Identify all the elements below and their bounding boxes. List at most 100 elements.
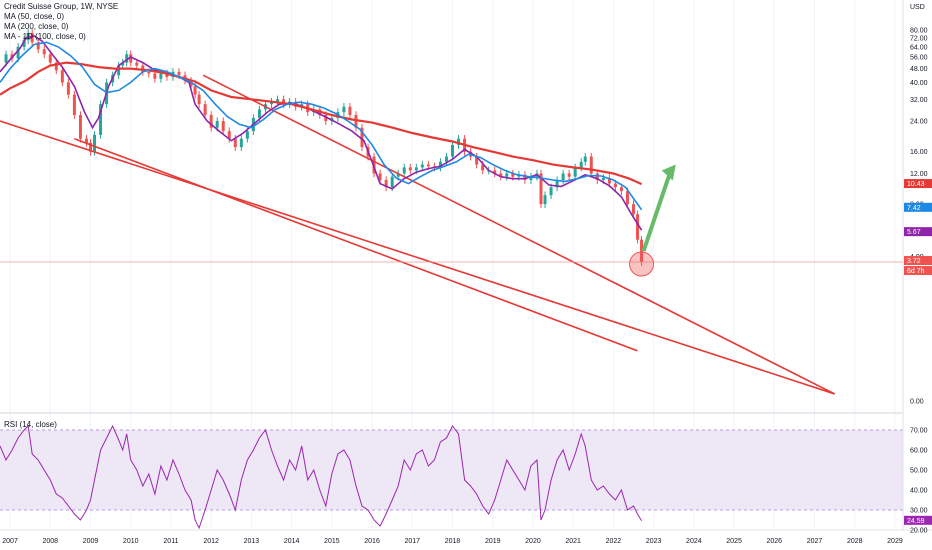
candle-body	[354, 114, 358, 128]
support-trendline	[74, 137, 638, 352]
candle-body	[457, 138, 461, 145]
candle-body	[209, 114, 213, 128]
rsi-tick-label: 40.00	[910, 488, 928, 495]
candle-body	[165, 73, 169, 77]
candle-body	[245, 131, 249, 139]
time-axis[interactable]: 2007 2008 2009 2010 2011 2012 2013 2014 2015 2016…	[2, 538, 903, 545]
candle-body	[227, 131, 231, 139]
time-tick-label: 2022	[606, 538, 622, 545]
price-badge	[904, 179, 932, 189]
candle-body	[282, 99, 286, 105]
candle-body	[475, 156, 479, 165]
time-tick-label: 2007	[2, 538, 18, 545]
candle-body	[159, 73, 163, 79]
candle-body	[89, 142, 93, 152]
candle-body	[451, 144, 455, 157]
candle-body	[384, 180, 388, 188]
candle-body	[396, 173, 400, 177]
candle-body	[54, 62, 58, 71]
price-badge-label: 6d 7h	[907, 268, 925, 275]
candle-body	[193, 86, 197, 95]
candle-body	[539, 173, 543, 205]
price-candles	[4, 29, 644, 266]
price-tick-label: 40.00	[910, 80, 928, 87]
price-badge	[904, 202, 932, 212]
candle-body	[613, 183, 617, 188]
time-tick-label: 2019	[485, 538, 501, 545]
price-badge-label: 7.42	[907, 205, 921, 212]
candle-body	[221, 121, 225, 132]
time-tick-label: 2013	[244, 538, 260, 545]
candle-body	[177, 71, 181, 76]
legend-ma50[interactable]: MA (50, close, 0)	[4, 12, 65, 21]
candle-body	[523, 174, 527, 181]
time-tick-label: 2023	[646, 538, 662, 545]
time-tick-label: 2021	[565, 538, 581, 545]
candle-body	[493, 170, 497, 174]
rsi-tick-label: 50.00	[910, 468, 928, 475]
time-tick-label: 2028	[847, 538, 863, 545]
candle-body	[573, 167, 577, 177]
candle-body	[324, 114, 328, 122]
candle-body	[233, 138, 237, 148]
candle-body	[640, 239, 644, 263]
rsi-tick-label: 30.00	[910, 508, 928, 515]
candle-body	[42, 49, 46, 55]
candle-body	[84, 138, 88, 143]
candle-body	[567, 173, 571, 177]
price-tick-label: 56.00	[910, 54, 928, 61]
candle-body	[257, 109, 261, 118]
candle-body	[203, 104, 207, 115]
candle-body	[4, 54, 8, 63]
candle-body	[99, 104, 103, 135]
candle-body	[72, 94, 76, 115]
candle-body	[342, 106, 346, 113]
candle-body	[197, 94, 201, 105]
time-tick-label: 2016	[364, 538, 380, 545]
price-tick-label: 16.00	[910, 149, 928, 156]
chart-title: Credit Suisse Group, 1W, NYSE	[4, 2, 119, 11]
candle-body	[619, 187, 623, 192]
candle-body	[607, 178, 611, 184]
candle-body	[601, 178, 605, 181]
legend-ma200[interactable]: MA (200, close, 0)	[4, 22, 69, 31]
time-tick-label: 2014	[284, 538, 300, 545]
price-tick-label: 72.00	[910, 35, 928, 42]
candle-body	[48, 54, 52, 63]
legend-ma100[interactable]: MA - 1D (100, close, 0)	[4, 32, 86, 41]
price-tick-label: 24.00	[910, 119, 928, 126]
rsi-band	[0, 430, 903, 510]
time-tick-label: 2029	[887, 538, 903, 545]
time-tick-label: 2024	[686, 538, 702, 545]
lower-trendline	[0, 120, 835, 395]
price-badge	[904, 227, 932, 237]
candle-body	[632, 204, 636, 215]
candle-body	[481, 164, 485, 171]
candle-body	[215, 121, 219, 128]
legend-rsi[interactable]: RSI (14, close)	[4, 420, 57, 429]
up-arrow-shaft	[641, 172, 672, 252]
candle-body	[348, 106, 352, 115]
time-tick-label: 2025	[726, 538, 742, 545]
candle-body	[561, 173, 565, 181]
candle-body	[414, 167, 418, 171]
candle-body	[402, 167, 406, 174]
rsi-tick-label: 60.00	[910, 448, 928, 455]
rsi-tick-label: 20.00	[910, 528, 928, 535]
highlight-circle	[629, 251, 655, 277]
candle-body	[589, 156, 593, 174]
time-tick-label: 2026	[766, 538, 782, 545]
candle-body	[189, 80, 193, 87]
candle-body	[360, 127, 364, 148]
candle-body	[426, 164, 430, 167]
rsi-axis[interactable]: 70.00 60.00 50.00 40.00 30.00 20.00	[910, 428, 928, 535]
time-tick-label: 2010	[123, 538, 139, 545]
candle-body	[625, 191, 629, 205]
candle-body	[147, 71, 151, 74]
price-tick-label: 12.00	[910, 171, 928, 178]
annotations	[629, 164, 676, 277]
price-badge-label: 3.72	[907, 258, 921, 265]
trendlines	[0, 74, 903, 395]
price-badge-label: 10.43	[907, 181, 925, 188]
